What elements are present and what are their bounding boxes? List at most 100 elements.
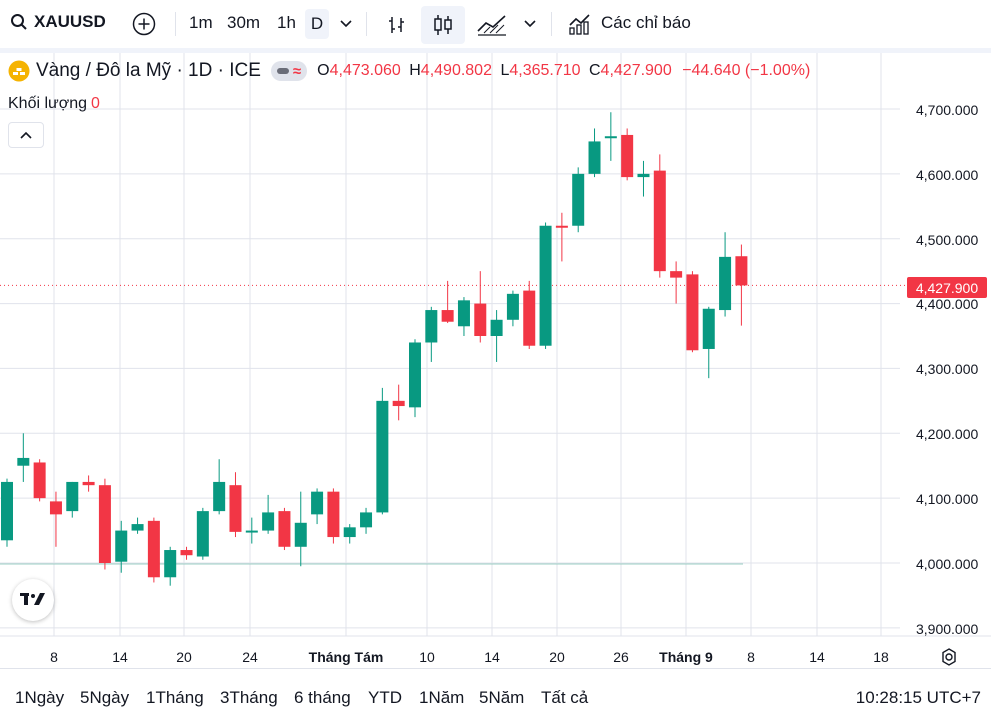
- candle-body-up: [425, 310, 438, 343]
- candle-body-up: [196, 511, 209, 557]
- candle-body-up: [457, 300, 470, 327]
- range-6month[interactable]: 6 tháng: [294, 688, 351, 707]
- toolbar-divider: [551, 12, 552, 36]
- tilde-icon: ≈: [292, 62, 302, 80]
- candle-body-up: [360, 512, 373, 528]
- range-1day[interactable]: 1Ngày: [15, 688, 65, 707]
- clock-timezone[interactable]: 10:28:15 UTC+7: [855, 688, 981, 707]
- candle-body-up: [588, 141, 601, 174]
- time-axis-label: 26: [613, 649, 629, 665]
- top-toolbar: XAUUSD 1m 30m 1h D Các chỉ báo: [0, 0, 991, 48]
- bar-chart-type-button[interactable]: [383, 11, 411, 39]
- candle-body-up: [115, 530, 128, 562]
- collapse-legend-button[interactable]: [8, 122, 44, 148]
- candle-body-down: [523, 290, 536, 346]
- symbol-search-button[interactable]: XAUUSD: [10, 12, 106, 32]
- candle-body-up: [213, 481, 226, 512]
- chart-legend: Vàng / Đô la Mỹ · 1D · ICE ≈ O4,473.060 …: [8, 60, 810, 82]
- toolbar-divider: [175, 12, 176, 36]
- plus-circle-icon: [132, 12, 156, 36]
- ohlc-values: O4,473.060 H4,490.802 L4,365.710 C4,427.…: [317, 62, 811, 79]
- range-all[interactable]: Tất cả: [541, 688, 589, 707]
- price-axis-label: 4,100.000: [916, 491, 979, 507]
- tradingview-logo[interactable]: [12, 579, 54, 621]
- candle-body-up: [409, 342, 421, 408]
- time-axis-label: 20: [176, 649, 192, 665]
- symbol-title[interactable]: Vàng / Đô la Mỹ · 1D · ICE: [36, 60, 261, 81]
- chevron-down-icon: [524, 20, 536, 28]
- indicators-label: Các chỉ báo: [601, 13, 691, 32]
- candle-body-down: [555, 225, 568, 228]
- time-axis-label: 20: [549, 649, 565, 665]
- settings-gear-icon: [942, 648, 956, 666]
- compare-symbol-button[interactable]: [131, 11, 157, 37]
- volume-legend: Khối lượng 0: [8, 95, 100, 113]
- time-axis-label: 18: [873, 649, 889, 665]
- range-1month[interactable]: 1Tháng: [146, 688, 204, 707]
- timeframe-1h[interactable]: 1h: [277, 13, 296, 32]
- volume-value: 0: [91, 95, 100, 112]
- indicators-button[interactable]: Các chỉ báo: [567, 11, 691, 35]
- range-1year[interactable]: 1Năm: [419, 688, 465, 707]
- candle-body-down: [82, 481, 95, 486]
- timeframe-30m[interactable]: 30m: [227, 13, 261, 32]
- candle-body-up: [294, 522, 307, 547]
- volume-label: Khối lượng: [8, 95, 88, 112]
- chevron-down-icon: [340, 20, 352, 28]
- candle-body-up: [343, 527, 356, 538]
- candle-body-down: [147, 520, 160, 578]
- time-axis-label: 8: [50, 649, 58, 665]
- market-closed-icon: [276, 68, 289, 74]
- area-chart-type-button[interactable]: [474, 11, 510, 39]
- bars-icon: [389, 17, 404, 33]
- candle-body-down: [327, 491, 340, 538]
- candle-body-down: [653, 170, 666, 272]
- candle-body-up: [604, 136, 617, 139]
- price-axis-label: 4,500.000: [916, 232, 979, 248]
- candle-body-down: [621, 134, 634, 178]
- chart-type-dropdown-button[interactable]: [521, 15, 539, 33]
- candle-body-up: [506, 293, 519, 320]
- symbol-label: XAUUSD: [34, 12, 106, 31]
- toolbar-divider: [366, 12, 367, 36]
- price-axis-label: 4,200.000: [916, 426, 979, 442]
- candle-body-up: [572, 173, 585, 226]
- time-axis-label: 10: [419, 649, 435, 665]
- chevron-up-icon: [20, 131, 32, 139]
- range-3month[interactable]: 3Tháng: [220, 688, 278, 707]
- candle-body-down: [98, 485, 111, 563]
- candle-body-up: [637, 173, 650, 178]
- time-axis-label: 14: [112, 649, 128, 665]
- scale-settings-button[interactable]: [940, 648, 958, 671]
- candle-body-down: [670, 271, 683, 278]
- candle-body-down: [686, 274, 699, 351]
- range-5day[interactable]: 5Ngày: [80, 688, 130, 707]
- candle-body-down: [49, 501, 62, 515]
- timeframe-dropdown-button[interactable]: [337, 15, 355, 33]
- candle-body-up: [376, 400, 389, 513]
- time-axis-label: 14: [484, 649, 500, 665]
- price-axis-label: 4,400.000: [916, 296, 979, 312]
- range-5year[interactable]: 5Năm: [479, 688, 525, 707]
- candles-chart-type-button[interactable]: [421, 6, 465, 44]
- price-chart[interactable]: [0, 53, 991, 668]
- candle-body-up: [164, 550, 177, 578]
- candle-body-down: [229, 485, 242, 532]
- tradingview-logo-icon: [20, 593, 45, 605]
- range-ytd[interactable]: YTD: [368, 688, 402, 707]
- timeframe-1m[interactable]: 1m: [189, 13, 213, 32]
- area-chart-icon: [477, 15, 506, 36]
- candle-body-down: [441, 310, 454, 322]
- candles-icon: [434, 15, 452, 35]
- candle-body-up: [17, 457, 30, 466]
- price-axis-label: 4,700.000: [916, 102, 979, 118]
- candle-body-up: [702, 308, 715, 349]
- candle-body-down: [392, 400, 405, 407]
- timeframe-d[interactable]: D: [305, 9, 329, 39]
- price-axis-label: 3,900.000: [916, 621, 979, 637]
- candle-body-up: [131, 524, 144, 531]
- last-price-label: 4,427.900: [907, 277, 987, 298]
- market-status-pill[interactable]: ≈: [270, 61, 308, 81]
- time-axis-label: 24: [242, 649, 258, 665]
- candle-body-down: [474, 303, 487, 336]
